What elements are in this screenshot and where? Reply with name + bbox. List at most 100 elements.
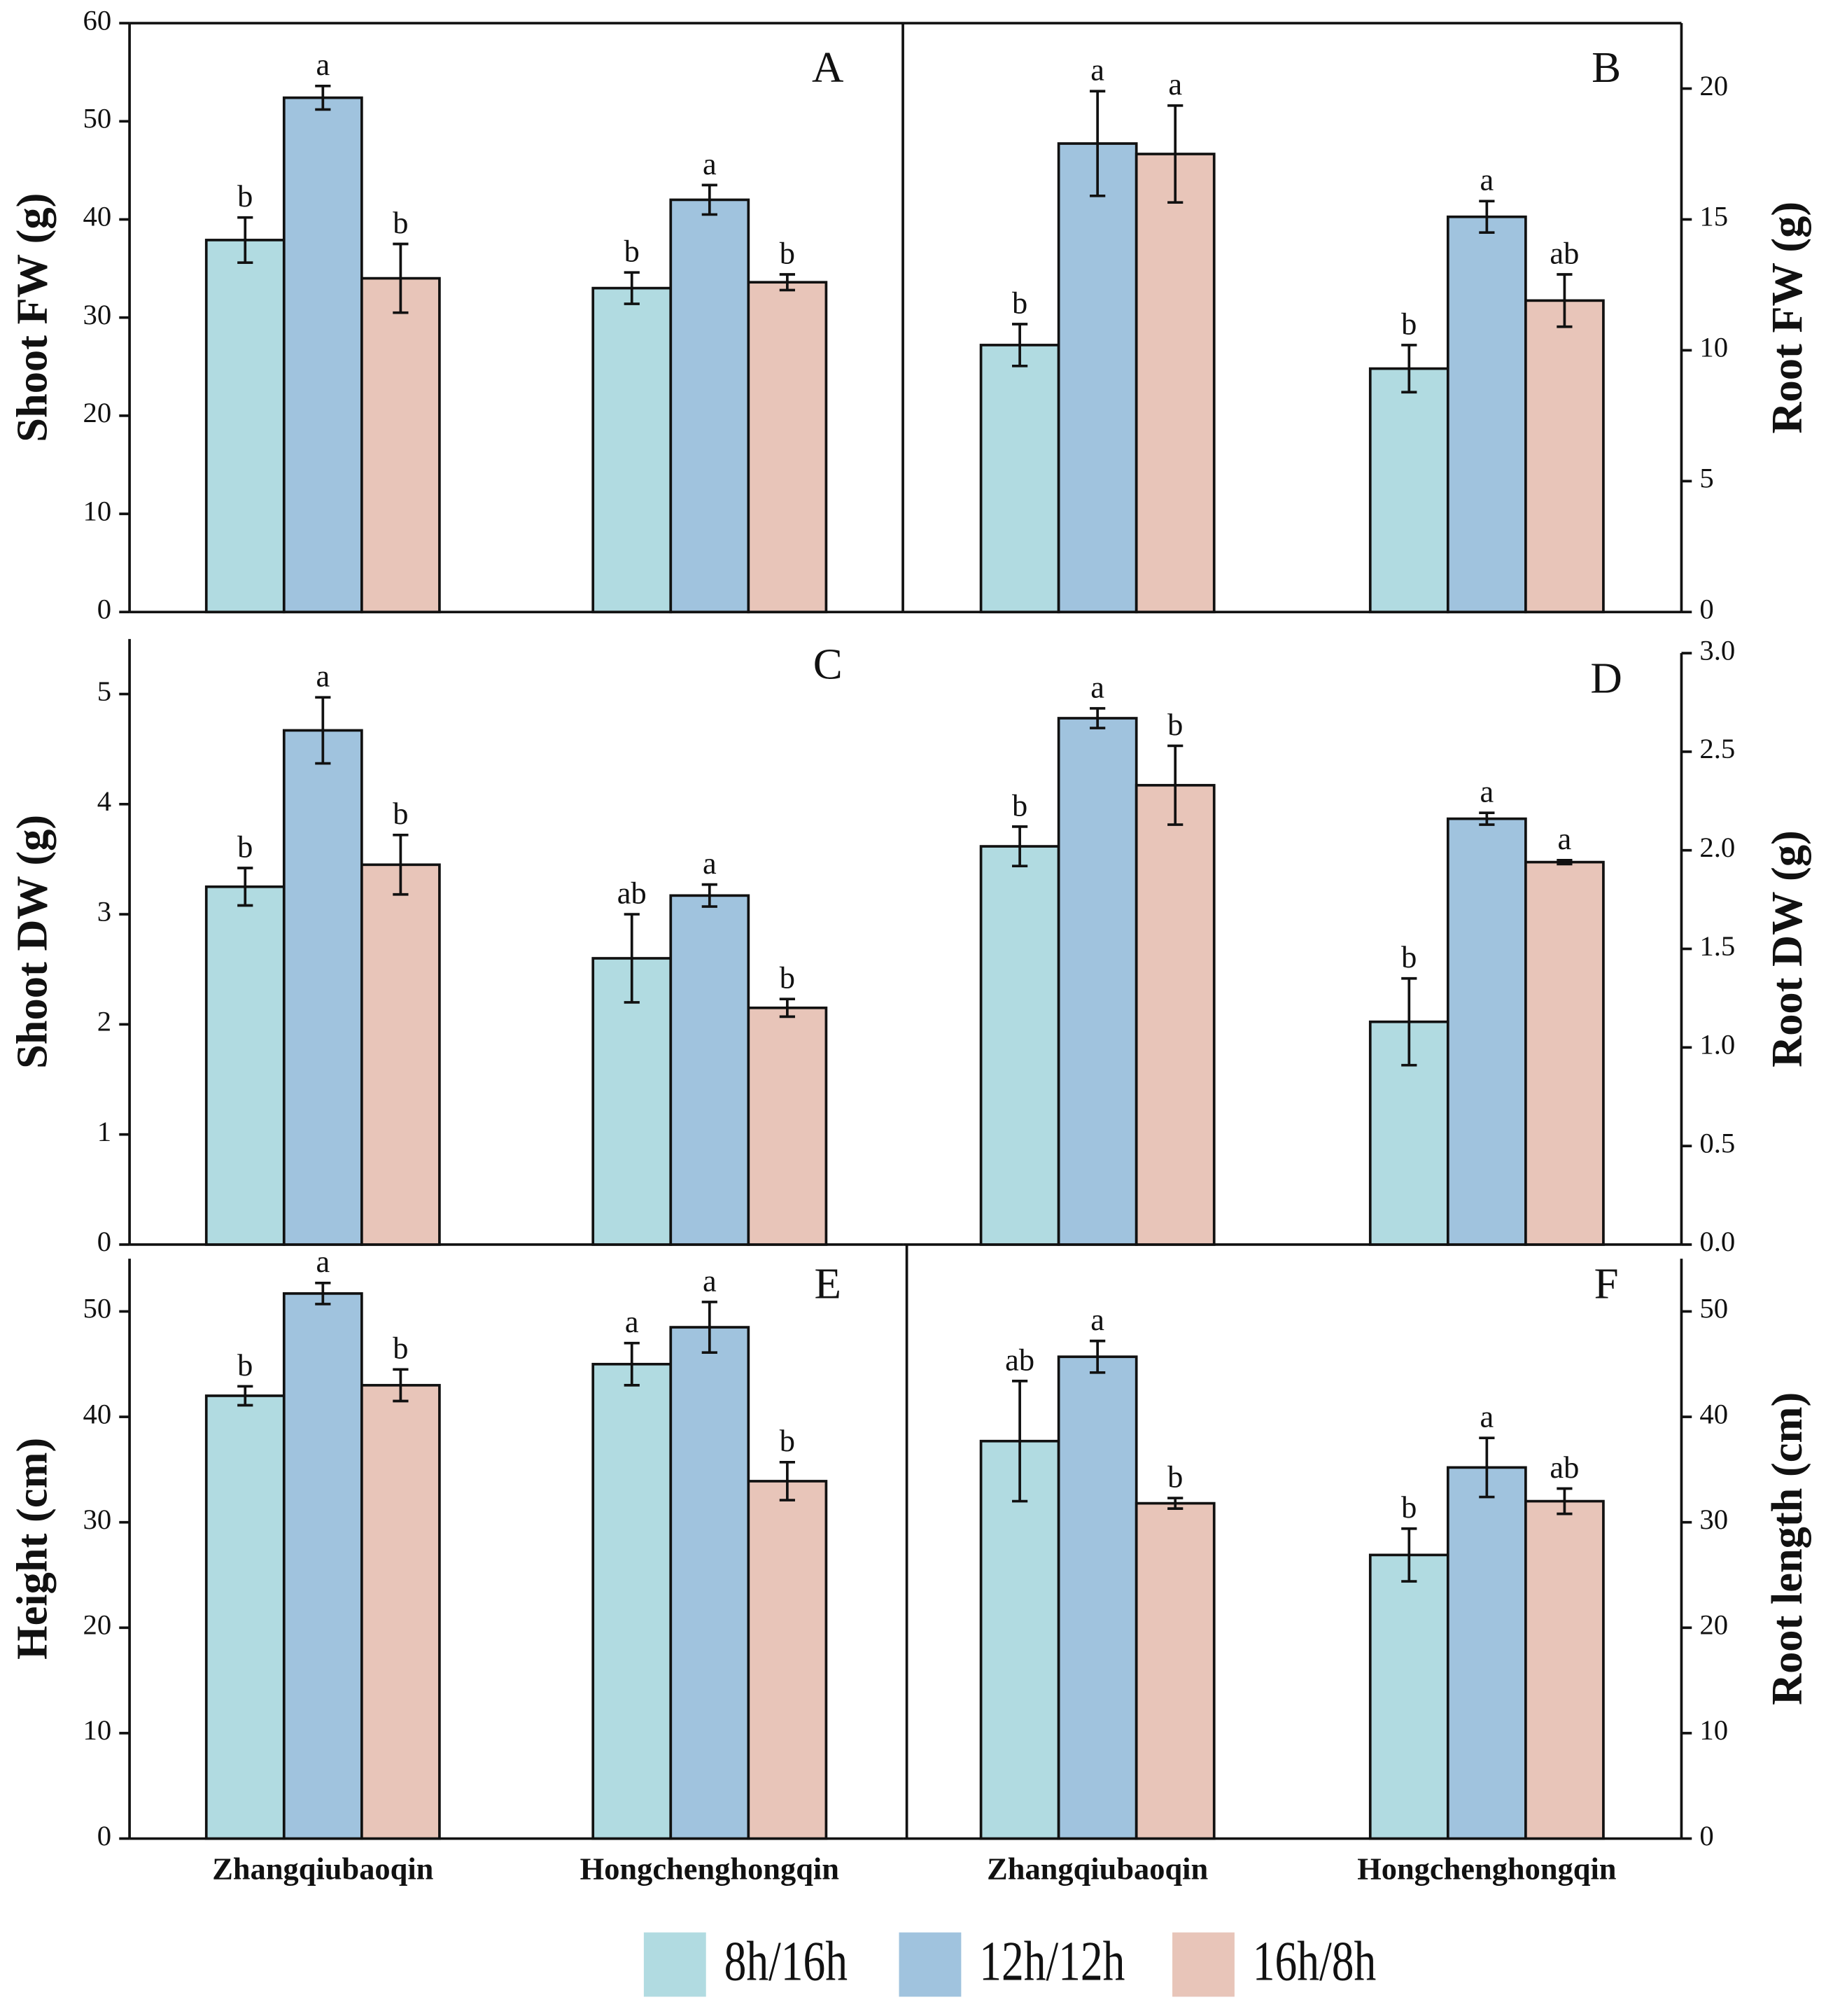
panel-label: D (1590, 654, 1622, 703)
bar (1057, 717, 1138, 1246)
error-bar (1557, 273, 1573, 328)
error-bar (1401, 976, 1417, 1067)
y-tick-label: 30 (83, 299, 111, 330)
bar (1368, 367, 1449, 614)
error-bar (624, 1341, 640, 1387)
bar (204, 885, 286, 1246)
y-tick-label: 1.5 (1699, 930, 1735, 962)
bar (1135, 1502, 1216, 1840)
significance-letter: a (1480, 775, 1494, 809)
significance-letter: b (780, 237, 795, 271)
error-bar (1557, 858, 1573, 866)
y-tick-label: 2.5 (1699, 733, 1735, 764)
legend-label: 8h/16h (724, 1929, 848, 1992)
legend-swatch (899, 1932, 962, 1997)
significance-letter: b (1167, 1460, 1183, 1494)
panel-label: E (814, 1259, 841, 1308)
y-tick-label: 1 (97, 1116, 111, 1147)
x-tick-label: Hongchenghongqin (1357, 1852, 1616, 1886)
error-bar (701, 883, 717, 908)
bar (1524, 1499, 1605, 1840)
error-bar (1479, 200, 1495, 234)
y-tick-label: 3 (97, 896, 111, 927)
error-bar (237, 867, 253, 907)
bar (282, 1292, 363, 1840)
y-tick-label: 20 (83, 397, 111, 428)
error-bar (1401, 1527, 1417, 1583)
panel-label: A (812, 43, 843, 92)
error-bar (1012, 825, 1028, 868)
y-tick-label: 40 (1699, 1398, 1728, 1429)
bar (591, 957, 673, 1246)
significance-letter: b (1012, 788, 1027, 822)
significance-letter: a (625, 1305, 639, 1339)
y-tick-label: 0 (97, 1226, 111, 1257)
y-tick-label: 2.0 (1699, 832, 1735, 863)
significance-letter: ab (1550, 1450, 1579, 1485)
significance-letter: b (1401, 307, 1417, 341)
significance-letter: b (393, 206, 408, 240)
bar (747, 1006, 828, 1246)
significance-letter: ab (617, 876, 647, 911)
significance-letter: a (316, 1245, 330, 1279)
error-bar (315, 1281, 331, 1306)
y-tick-label: 40 (83, 201, 111, 232)
significance-letter: b (624, 234, 640, 269)
significance-letter: b (237, 179, 253, 214)
error-bar (779, 1461, 795, 1502)
y-axis-title: Shoot FW (g) (7, 193, 56, 442)
significance-letter: b (1012, 286, 1027, 321)
significance-letter: b (237, 830, 253, 864)
y-tick-label: 10 (1699, 332, 1728, 363)
bar (591, 286, 673, 614)
y-tick-label: 5 (1699, 463, 1713, 494)
error-bar (701, 1301, 717, 1354)
bar (204, 1394, 286, 1840)
y-tick-label: 0 (97, 594, 111, 625)
bar (1368, 1553, 1449, 1840)
error-bar (1090, 90, 1106, 197)
error-bar (1167, 1497, 1184, 1510)
y-tick-label: 0.5 (1699, 1128, 1735, 1159)
significance-letter: a (703, 846, 717, 881)
error-bar (1401, 344, 1417, 394)
y-axis-title: Root FW (g) (1762, 202, 1811, 434)
significance-letter: a (703, 147, 717, 181)
bar (747, 1480, 828, 1840)
y-tick-label: 2 (97, 1006, 111, 1037)
y-tick-label: 50 (83, 103, 111, 134)
significance-letter: a (316, 48, 330, 82)
bar (591, 1362, 673, 1840)
bar (747, 281, 828, 614)
error-bar (1012, 1380, 1028, 1503)
error-bar (1479, 1436, 1495, 1499)
bar (360, 1384, 441, 1840)
bar (360, 276, 441, 614)
significance-letter: b (237, 1348, 253, 1382)
error-bar (1012, 323, 1028, 368)
error-bar (624, 271, 640, 305)
significance-letter: a (1090, 670, 1104, 704)
y-tick-label: 0 (1699, 594, 1713, 625)
y-tick-label: 0 (97, 1820, 111, 1851)
y-tick-label: 3.0 (1699, 634, 1735, 666)
y-tick-label: 30 (1699, 1504, 1728, 1535)
significance-letter: a (316, 659, 330, 694)
bar (979, 1439, 1060, 1840)
panel-label: F (1594, 1259, 1619, 1308)
significance-letter: b (780, 1424, 795, 1458)
bar (282, 96, 363, 614)
bar (1446, 1466, 1527, 1840)
significance-letter: b (1401, 1490, 1417, 1525)
y-tick-label: 20 (1699, 1609, 1728, 1641)
legend-swatch (1172, 1932, 1235, 1997)
significance-letter: a (1480, 1400, 1494, 1434)
bar (1524, 299, 1605, 614)
bar (360, 863, 441, 1246)
panel-label: B (1592, 43, 1621, 92)
y-tick-label: 50 (83, 1293, 111, 1324)
legend-swatch (643, 1932, 706, 1997)
error-bar (779, 273, 795, 292)
bar (1135, 783, 1216, 1246)
